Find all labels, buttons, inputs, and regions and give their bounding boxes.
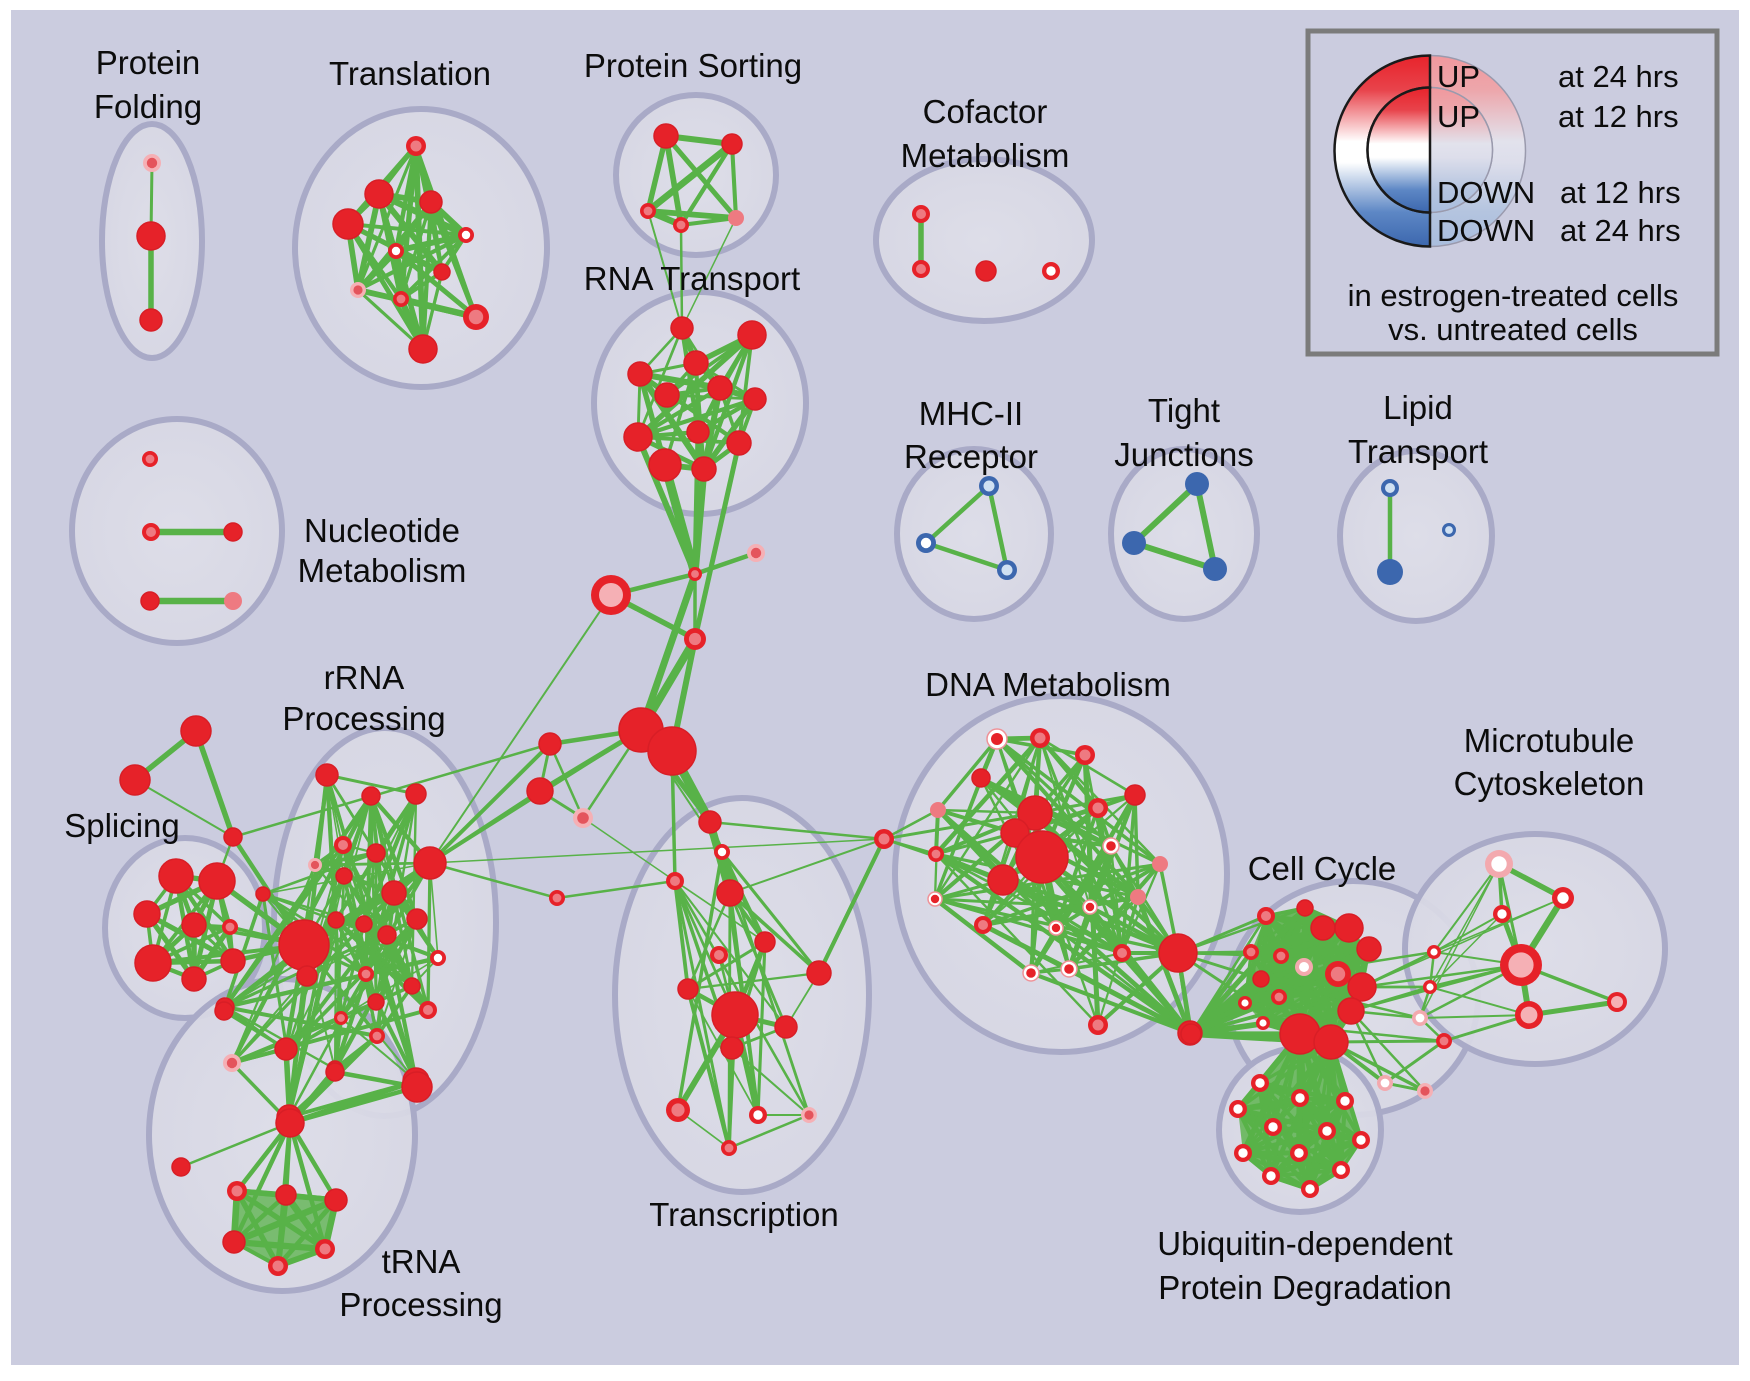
svg-text:RNA Transport: RNA Transport	[584, 260, 800, 297]
svg-text:Nucleotide: Nucleotide	[304, 512, 460, 549]
svg-text:Cytoskeleton: Cytoskeleton	[1454, 765, 1645, 802]
svg-text:Junctions: Junctions	[1114, 436, 1253, 473]
svg-text:Ubiquitin-dependent: Ubiquitin-dependent	[1157, 1225, 1452, 1262]
svg-text:Translation: Translation	[329, 55, 491, 92]
svg-text:Metabolism: Metabolism	[901, 137, 1070, 174]
svg-text:at 12 hrs: at 12 hrs	[1558, 99, 1679, 134]
svg-text:DOWN: DOWN	[1437, 213, 1535, 248]
svg-text:rRNA: rRNA	[324, 659, 405, 696]
svg-text:Cofactor: Cofactor	[923, 93, 1048, 130]
svg-text:DOWN: DOWN	[1437, 175, 1535, 210]
svg-text:Microtubule: Microtubule	[1464, 722, 1635, 759]
svg-text:at 12 hrs: at 12 hrs	[1560, 175, 1681, 210]
svg-text:Lipid: Lipid	[1383, 389, 1453, 426]
svg-text:at 24 hrs: at 24 hrs	[1558, 59, 1679, 94]
svg-text:Protein Degradation: Protein Degradation	[1158, 1269, 1452, 1306]
svg-text:at 24 hrs: at 24 hrs	[1560, 213, 1681, 248]
svg-text:Transcription: Transcription	[649, 1196, 839, 1233]
svg-text:Protein: Protein	[96, 44, 201, 81]
svg-text:UP: UP	[1437, 59, 1480, 94]
svg-text:Folding: Folding	[94, 88, 202, 125]
svg-text:Cell Cycle: Cell Cycle	[1248, 850, 1397, 887]
svg-text:Receptor: Receptor	[904, 438, 1038, 475]
svg-text:in estrogen-treated cells: in estrogen-treated cells	[1348, 278, 1679, 313]
svg-text:Metabolism: Metabolism	[298, 552, 467, 589]
svg-text:MHC-II: MHC-II	[919, 395, 1023, 432]
svg-text:tRNA: tRNA	[382, 1243, 461, 1280]
svg-text:Processing: Processing	[339, 1286, 502, 1323]
svg-text:Processing: Processing	[282, 700, 445, 737]
svg-text:Tight: Tight	[1148, 392, 1220, 429]
svg-text:Splicing: Splicing	[64, 807, 180, 844]
svg-text:DNA Metabolism: DNA Metabolism	[925, 666, 1171, 703]
svg-text:UP: UP	[1437, 99, 1480, 134]
svg-text:Protein Sorting: Protein Sorting	[584, 47, 802, 84]
svg-text:Transport: Transport	[1348, 433, 1488, 470]
svg-text:vs. untreated cells: vs. untreated cells	[1388, 312, 1638, 347]
